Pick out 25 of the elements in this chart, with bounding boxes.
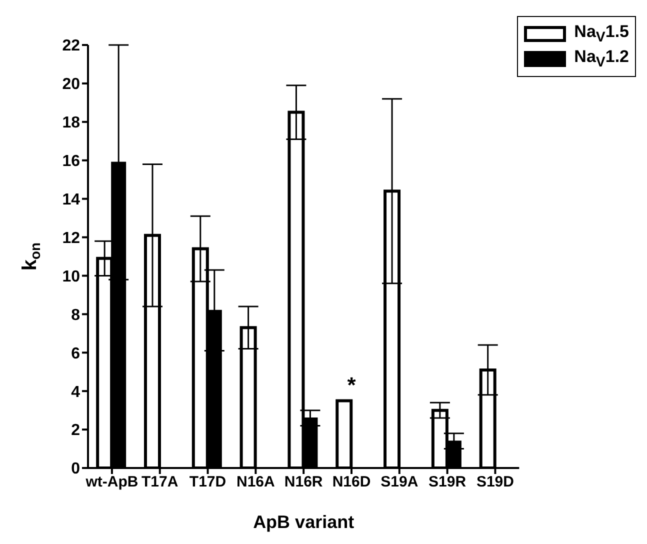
y-tick-label: 4 <box>71 384 80 401</box>
x-tick-label: N16D <box>332 474 371 491</box>
x-axis-title: ApB variant <box>253 512 354 532</box>
x-tick-label: S19D <box>476 474 514 491</box>
legend-label: Na$_{V}$1.2 <box>574 47 629 71</box>
y-tick-label: 16 <box>62 153 80 170</box>
y-tick-label: 10 <box>62 268 80 286</box>
x-tick-label: S19R <box>428 474 466 491</box>
x-tick-label: N16A <box>236 474 276 491</box>
annotation: * <box>347 372 356 398</box>
y-tick-label: 8 <box>71 306 80 324</box>
x-tick-label: S19A <box>380 474 418 491</box>
y-tick-label: 12 <box>62 230 80 247</box>
y-tick-label: 2 <box>71 422 80 440</box>
x-tick-label: N16R <box>284 474 323 491</box>
x-tick-label: T17A <box>142 474 178 491</box>
y-tick-label: 20 <box>62 76 80 94</box>
x-tick-label: wt-ApB <box>84 474 138 491</box>
y-tick-label: 14 <box>62 192 80 208</box>
y-tick-label: 22 <box>62 38 80 55</box>
y-tick-label: 0 <box>71 460 80 478</box>
legend-label: Na$_{V}$1.5 <box>574 22 629 46</box>
y-tick-label: 6 <box>71 345 80 362</box>
y-tick-label: 18 <box>62 114 80 132</box>
x-tick-label: T17D <box>189 474 226 491</box>
